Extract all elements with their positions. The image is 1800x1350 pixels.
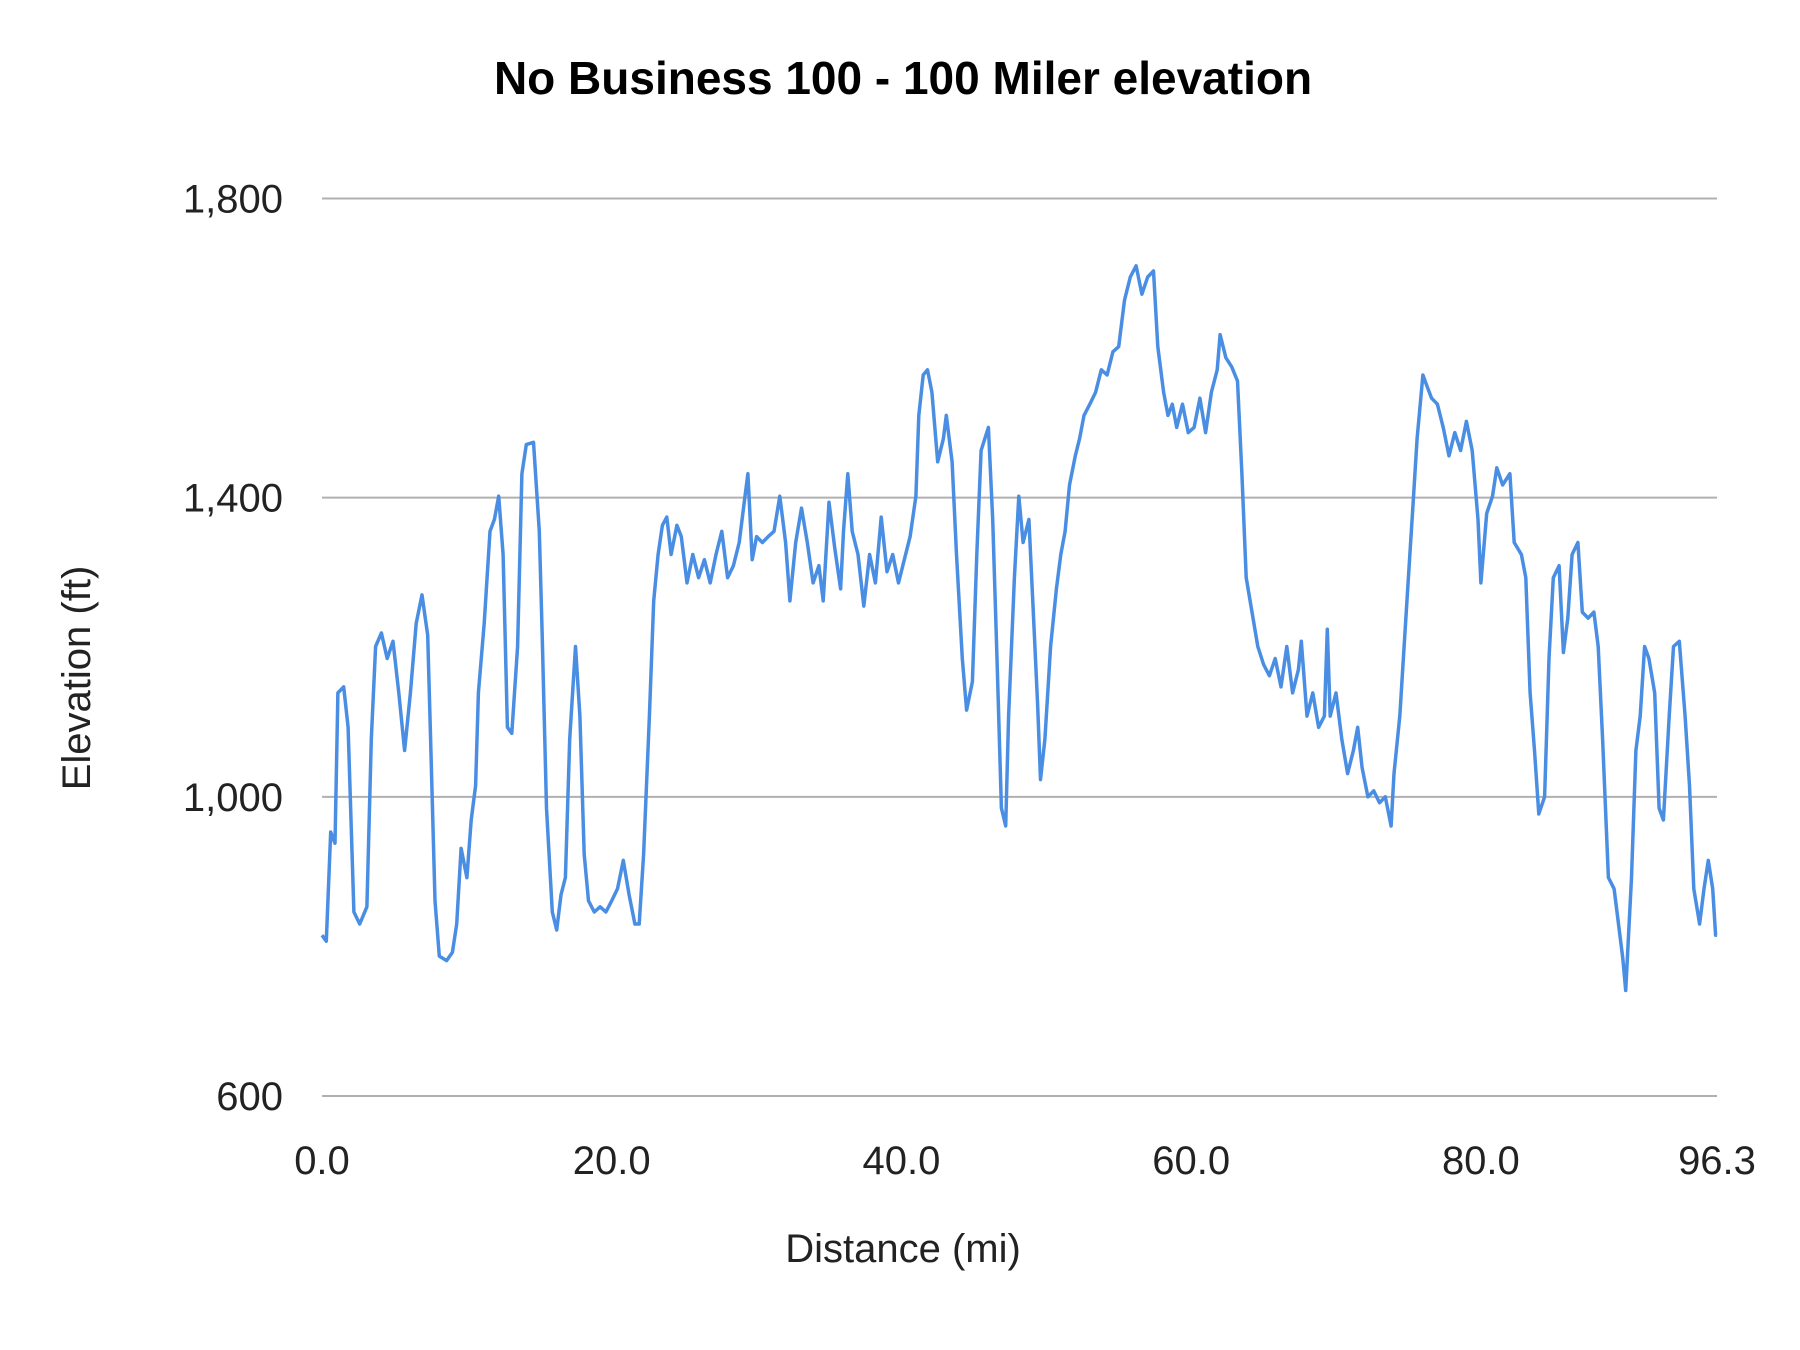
y-axis-label: Elevation (ft) (55, 566, 99, 791)
x-tick-label: 0.0 (294, 1139, 350, 1183)
x-tick-label: 20.0 (573, 1139, 651, 1183)
x-tick-label: 80.0 (1442, 1139, 1520, 1183)
y-tick-label: 1,800 (183, 178, 283, 222)
y-axis-ticks: 600 1,000 1,400 1,800 (183, 178, 283, 1120)
x-axis-ticks: 0.0 20.0 40.0 60.0 80.0 96.3 (294, 1139, 1756, 1183)
series-line-elevation (320, 264, 1718, 993)
x-tick-label: 40.0 (863, 1139, 941, 1183)
x-axis-label: Distance (mi) (785, 1227, 1021, 1271)
y-tick-label: 1,000 (183, 776, 283, 820)
x-tick-label: 60.0 (1152, 1139, 1230, 1183)
gridlines (322, 197, 1717, 1097)
x-tick-label: 96.3 (1678, 1139, 1756, 1183)
y-tick-label: 1,400 (183, 477, 283, 521)
chart-title: No Business 100 - 100 Miler elevation (494, 52, 1312, 104)
y-tick-label: 600 (216, 1075, 283, 1119)
